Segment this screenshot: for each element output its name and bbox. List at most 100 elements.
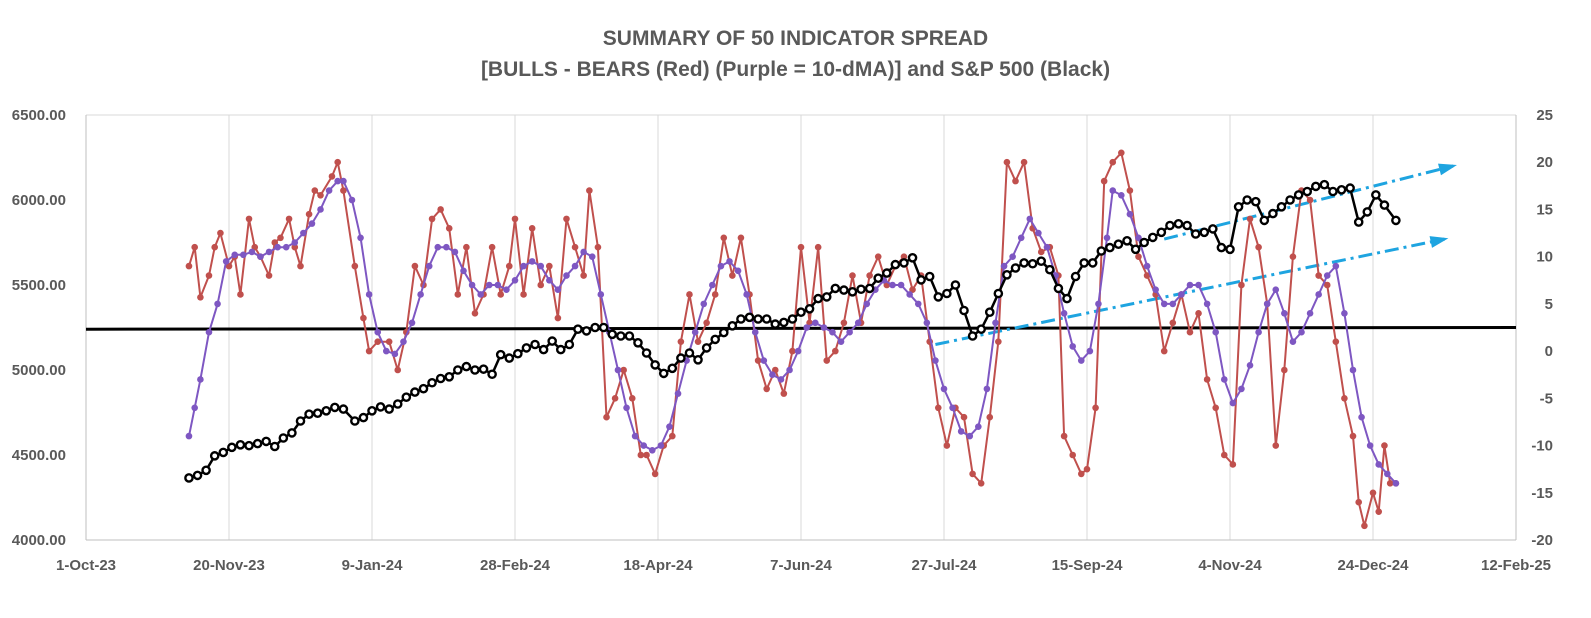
spread-point <box>394 366 402 374</box>
sp500-point <box>295 416 306 426</box>
series-line-1 <box>188 151 1396 527</box>
sp500-point <box>418 383 429 394</box>
sp500-point <box>278 433 289 443</box>
ma-point <box>231 251 239 259</box>
ma-point <box>317 206 324 213</box>
ma-point <box>537 262 545 270</box>
sp500-point <box>641 348 652 358</box>
sp500-point <box>650 360 660 370</box>
x-tick-label: 27-Jul-24 <box>911 557 977 574</box>
spread-point <box>237 291 244 298</box>
ma-point <box>1077 357 1085 364</box>
sp500-point <box>1208 224 1218 234</box>
sp500-point <box>252 438 263 449</box>
spread-point <box>1255 243 1262 251</box>
spread-point <box>454 291 462 298</box>
ma-point <box>820 324 828 331</box>
chart-subtitle: [BULLS - BEARS (Red) (Purple = 10-dMA)] … <box>480 58 1111 81</box>
y-left-tick-label: 4500.00 <box>12 447 66 464</box>
ma-point <box>1009 253 1016 260</box>
sp500-point <box>847 286 858 297</box>
spread-point <box>1381 442 1388 449</box>
spread-point <box>1375 508 1383 515</box>
sp500-point <box>338 404 349 414</box>
spread-point <box>1143 272 1151 279</box>
ma-point <box>597 291 605 298</box>
ma-point <box>554 286 562 294</box>
ma-point <box>408 319 416 327</box>
sp500-point <box>1293 190 1304 200</box>
spread-point <box>628 395 636 402</box>
sp500-point <box>538 344 549 355</box>
spread-point <box>1323 281 1331 289</box>
spread-point <box>1109 158 1117 166</box>
x-tick-label: 15-Sep-24 <box>1052 557 1124 574</box>
ma-point <box>546 276 553 284</box>
ma-point <box>325 187 333 194</box>
x-tick-label: 12-Feb-25 <box>1481 557 1551 574</box>
chart-title: SUMMARY OF 50 INDICATOR SPREAD <box>602 27 989 50</box>
ma-point <box>717 262 725 270</box>
spread-point <box>505 262 513 270</box>
sp500-point <box>693 354 703 365</box>
ma-point <box>1095 300 1102 308</box>
spread-point <box>251 243 259 251</box>
spread-point <box>546 262 553 270</box>
ma-point <box>1169 300 1177 308</box>
spread-point <box>488 243 496 251</box>
sp500-point <box>530 339 540 350</box>
ma-point <box>425 262 433 270</box>
sp500-point <box>1259 215 1270 226</box>
ma-point <box>1358 413 1365 421</box>
spread-point <box>814 243 822 251</box>
spread-point <box>1037 248 1045 256</box>
spread-point <box>1060 432 1068 440</box>
ma-point <box>812 319 819 327</box>
ma-point <box>1255 328 1262 336</box>
sp500-point <box>358 412 369 423</box>
spread-point <box>520 291 527 298</box>
sp500-point <box>218 447 229 458</box>
sp500-point <box>581 326 592 336</box>
ma-point <box>837 338 845 345</box>
sp500-point <box>547 336 557 346</box>
ma-point <box>1195 281 1202 289</box>
spread-point <box>317 191 324 199</box>
sp500-point <box>1105 242 1115 253</box>
sp500-point <box>1002 269 1012 280</box>
ma-point <box>769 371 776 379</box>
ma-point <box>906 291 913 298</box>
ma-point <box>992 319 999 327</box>
sp500-point <box>427 377 437 388</box>
ma-point <box>391 350 399 358</box>
sp500-point <box>1062 293 1072 304</box>
ma-point <box>1263 300 1271 308</box>
sp500-point <box>942 288 952 299</box>
ma-point <box>1017 234 1025 242</box>
spread-point <box>1341 395 1348 402</box>
spread-point <box>823 357 831 364</box>
sp500-point <box>616 331 626 341</box>
spread-point <box>411 262 419 270</box>
spread-point <box>934 404 942 412</box>
ma-point <box>240 251 247 259</box>
y-right-tick-label: 25 <box>1536 107 1553 124</box>
sp500-point <box>521 343 532 353</box>
sp500-point <box>821 292 832 302</box>
ma-point <box>1103 234 1111 242</box>
x-tick-label: 4-Nov-24 <box>1198 557 1262 574</box>
spread-point <box>754 357 762 364</box>
ma-point <box>1332 262 1340 270</box>
sp500-point <box>796 307 806 318</box>
spread-point <box>1246 215 1254 223</box>
spread-point <box>832 347 839 355</box>
y-right-tick-label: 0 <box>1545 343 1553 360</box>
sp500-point <box>890 259 901 270</box>
spread-point <box>1003 158 1011 166</box>
ma-point <box>1315 291 1322 298</box>
sp500-point <box>1233 201 1244 212</box>
ma-point <box>914 300 922 308</box>
sp500-point <box>950 280 961 290</box>
sp500-point <box>1391 215 1401 226</box>
spread-point <box>603 413 610 421</box>
